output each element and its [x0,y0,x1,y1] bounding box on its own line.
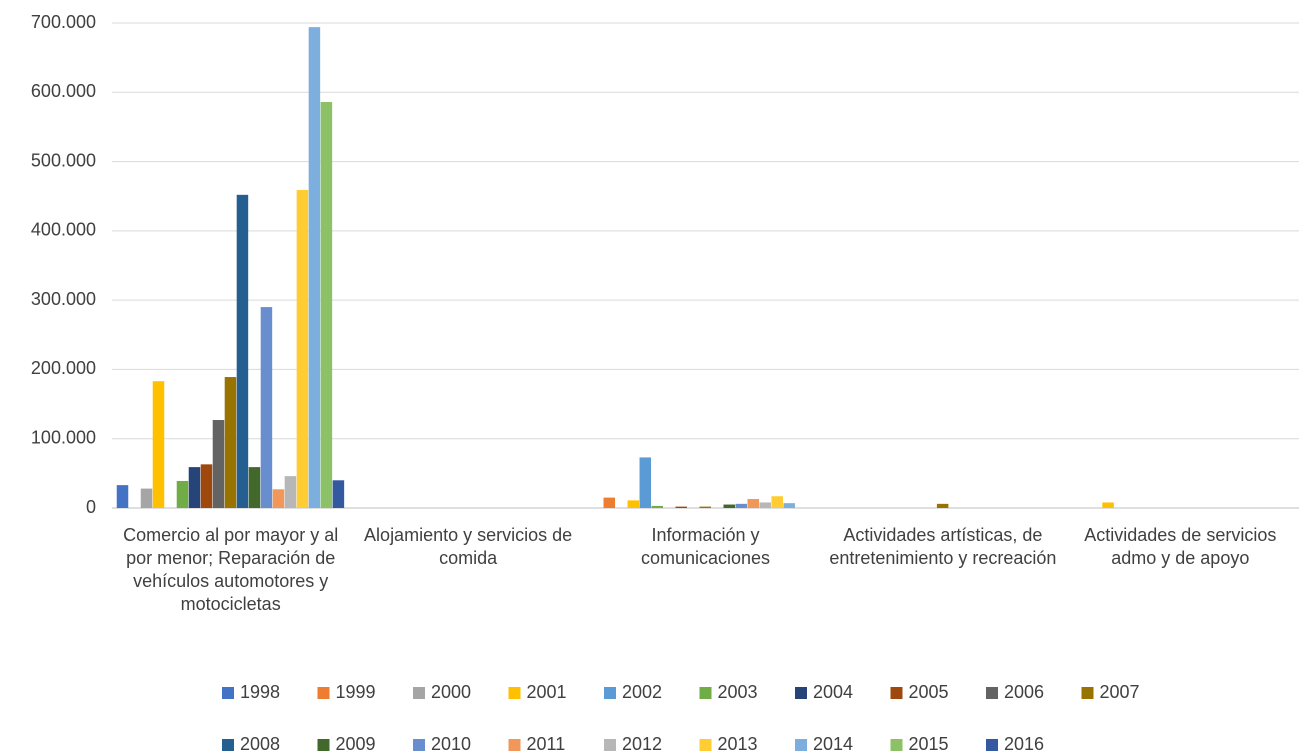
bar [320,101,333,508]
legend-swatch [508,739,521,751]
legend-label: 2003 [718,682,758,702]
legend-swatch [890,687,903,699]
y-tick-label: 0 [86,497,96,517]
x-tick-label: Alojamiento y servicios de comida [364,525,573,568]
legend-swatch [699,739,712,751]
bar [224,377,237,508]
legend-label: 2001 [527,682,567,702]
bar [272,489,285,508]
legend-label: 2015 [909,734,949,754]
bar [783,503,795,508]
bar [152,381,165,508]
legend-swatch [795,739,807,751]
legend-swatch [604,739,616,751]
bar [332,480,345,508]
bar [308,27,321,509]
bar [212,420,225,508]
legend-swatch [890,739,903,751]
x-tick-label: Información y comunicaciones [640,525,771,568]
y-tick-label: 700.000 [31,12,96,32]
x-tick-label: Actividades de servicios admo y de apoyo [1084,525,1277,568]
bar [296,189,309,508]
bar [188,467,201,508]
y-tick-label: 600.000 [31,81,96,101]
bar [759,502,771,508]
bar [260,307,273,508]
legend-label: 2000 [431,682,471,702]
legend-swatch [317,687,330,699]
legend-swatch [222,739,234,751]
legend-label: 2006 [1004,682,1044,702]
bar [639,457,652,508]
y-tick-label: 500.000 [31,150,96,170]
bar [1102,502,1114,508]
bar [116,485,129,508]
legend-swatch [222,687,234,699]
legend-label: 2008 [240,734,280,754]
legend-label: 1998 [240,682,280,702]
bar [699,506,711,508]
legend-label: 2013 [718,734,758,754]
legend-label: 2007 [1100,682,1140,702]
bar [771,496,783,508]
legend-swatch [986,687,998,699]
legend-label: 2016 [1004,734,1044,754]
bar [200,464,213,508]
y-tick-label: 400.000 [31,220,96,240]
legend-swatch [508,687,521,699]
legend-swatch [986,739,998,751]
legend-label: 2012 [622,734,662,754]
bar [936,503,949,508]
y-tick-label: 300.000 [31,289,96,309]
bar [284,476,297,508]
legend-swatch [699,687,712,699]
bar [236,194,249,509]
legend-swatch [413,739,425,751]
x-tick-label: Actividades artísticas, de entretenimien… [829,525,1057,568]
legend-label: 2004 [813,682,853,702]
bar [675,506,688,508]
legend-label: 1999 [336,682,376,702]
legend-label: 2009 [336,734,376,754]
x-tick-label: Comercio al por mayor y al por menor; Re… [123,525,339,614]
legend-label: 2002 [622,682,662,702]
bar [651,505,664,508]
bar [603,497,616,508]
bar [747,498,759,508]
bar [248,467,261,508]
legend-label: 2010 [431,734,471,754]
bar [176,480,189,508]
bar [735,503,747,508]
legend-swatch [413,687,425,699]
bar [723,504,735,508]
legend-swatch [317,739,330,751]
y-tick-label: 100.000 [31,427,96,447]
legend-swatch [795,687,807,699]
legend-swatch [604,687,616,699]
y-tick-label: 200.000 [31,358,96,378]
legend-label: 2014 [813,734,853,754]
legend-swatch [1081,687,1094,699]
legend-label: 2011 [527,734,566,754]
bar [140,488,153,508]
legend-label: 2005 [909,682,949,702]
bar [627,500,640,508]
